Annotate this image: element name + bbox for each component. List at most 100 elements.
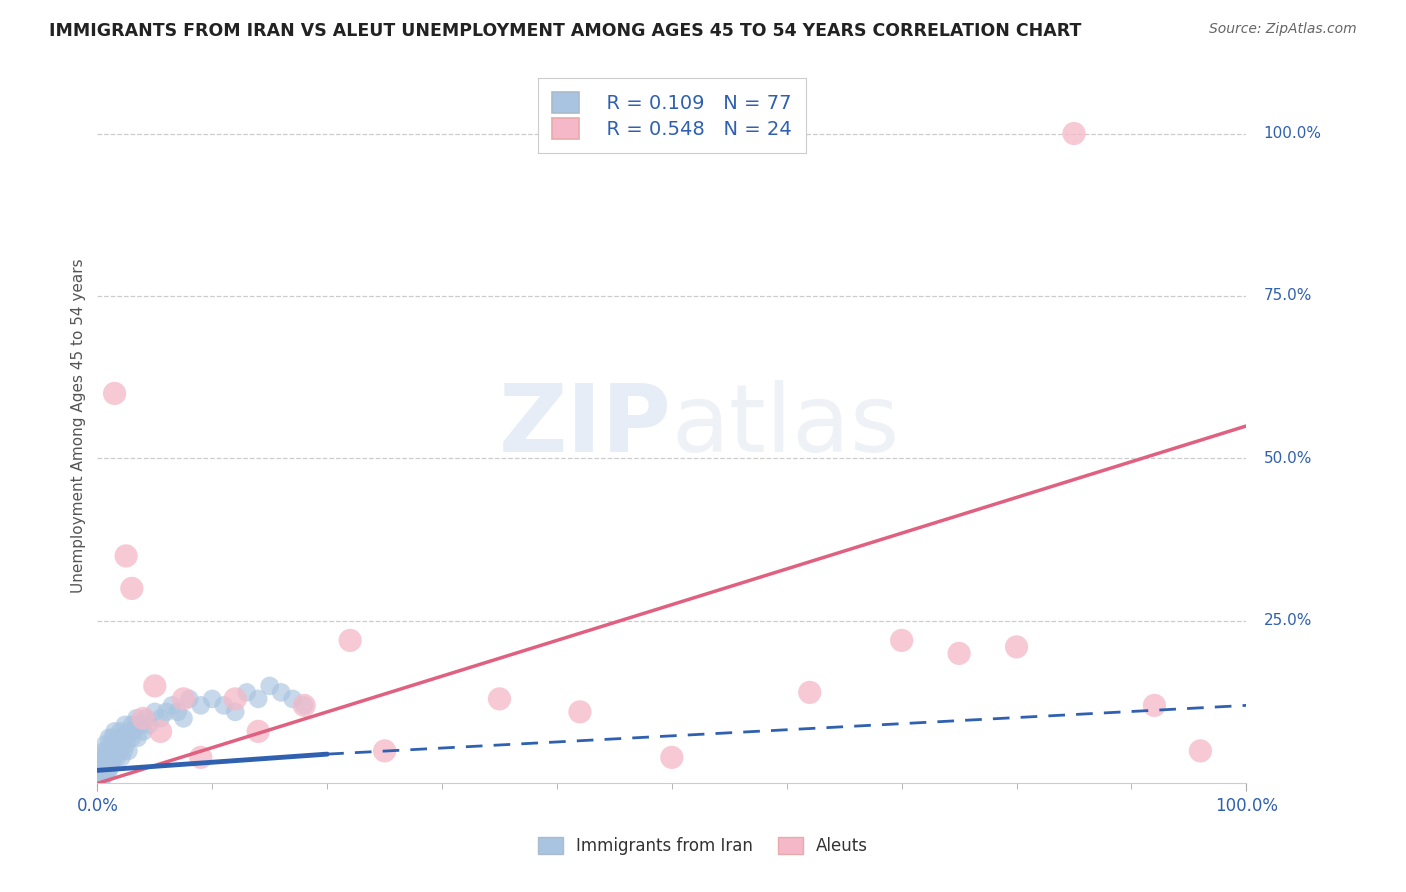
Point: [138, 718, 160, 732]
Point: [90, 764, 112, 778]
Point: [87, 770, 110, 784]
Point: [110, 724, 132, 739]
Point: [89, 770, 111, 784]
Point: [103, 750, 125, 764]
Point: [115, 737, 138, 751]
Point: [118, 724, 141, 739]
Point: [117, 744, 139, 758]
Point: [235, 685, 257, 699]
Text: 25.0%: 25.0%: [1264, 614, 1312, 628]
Point: [105, 750, 128, 764]
Point: [1143, 698, 1166, 713]
Point: [799, 685, 821, 699]
Point: [91, 750, 114, 764]
Point: [201, 692, 224, 706]
Point: [121, 582, 143, 596]
Point: [259, 679, 281, 693]
Point: [110, 737, 132, 751]
Point: [122, 724, 145, 739]
Point: [94, 764, 117, 778]
Point: [173, 711, 195, 725]
Text: ZIP: ZIP: [499, 380, 672, 472]
Text: 50.0%: 50.0%: [1264, 451, 1312, 466]
Text: 75.0%: 75.0%: [1264, 288, 1312, 303]
Point: [94, 737, 117, 751]
Point: [224, 705, 246, 719]
Point: [160, 698, 183, 713]
Point: [121, 731, 143, 745]
Point: [121, 718, 143, 732]
Point: [98, 744, 121, 758]
Point: [179, 692, 201, 706]
Point: [190, 750, 212, 764]
Point: [97, 764, 120, 778]
Point: [149, 711, 172, 725]
Point: [97, 756, 120, 771]
Text: 100.0%: 100.0%: [1264, 126, 1322, 141]
Point: [100, 744, 122, 758]
Point: [125, 711, 148, 725]
Point: [114, 718, 136, 732]
Point: [97, 764, 120, 778]
Point: [374, 744, 396, 758]
Point: [128, 718, 150, 732]
Point: [89, 756, 111, 771]
Point: [96, 756, 118, 771]
Point: [270, 685, 292, 699]
Legend: Immigrants from Iran, Aleuts: Immigrants from Iran, Aleuts: [531, 830, 875, 862]
Point: [224, 692, 246, 706]
Point: [488, 692, 510, 706]
Point: [247, 692, 270, 706]
Point: [100, 756, 122, 771]
Point: [166, 705, 188, 719]
Point: [104, 737, 127, 751]
Point: [93, 744, 115, 758]
Point: [112, 744, 135, 758]
Point: [212, 698, 235, 713]
Point: [101, 750, 124, 764]
Point: [89, 770, 111, 784]
Point: [1005, 640, 1028, 654]
Point: [1063, 127, 1085, 141]
Text: atlas: atlas: [672, 380, 900, 472]
Point: [173, 692, 195, 706]
Point: [143, 679, 166, 693]
Point: [94, 750, 117, 764]
Text: IMMIGRANTS FROM IRAN VS ALEUT UNEMPLOYMENT AMONG AGES 45 TO 54 YEARS CORRELATION: IMMIGRANTS FROM IRAN VS ALEUT UNEMPLOYME…: [49, 22, 1081, 40]
Point: [149, 724, 172, 739]
Point: [890, 633, 912, 648]
Point: [97, 731, 120, 745]
Point: [127, 731, 149, 745]
Point: [103, 386, 125, 401]
Point: [110, 750, 132, 764]
Point: [101, 731, 124, 745]
Point: [96, 744, 118, 758]
Point: [103, 744, 125, 758]
Point: [108, 744, 131, 758]
Point: [111, 731, 134, 745]
Text: Source: ZipAtlas.com: Source: ZipAtlas.com: [1209, 22, 1357, 37]
Point: [247, 724, 270, 739]
Point: [87, 764, 110, 778]
Point: [190, 698, 212, 713]
Point: [90, 764, 112, 778]
Point: [93, 756, 115, 771]
Point: [143, 705, 166, 719]
Point: [103, 724, 125, 739]
Point: [292, 698, 315, 713]
Y-axis label: Unemployment Among Ages 45 to 54 years: Unemployment Among Ages 45 to 54 years: [72, 259, 86, 593]
Point: [93, 764, 115, 778]
Point: [339, 633, 361, 648]
Point: [98, 750, 121, 764]
Point: [97, 750, 120, 764]
Point: [94, 756, 117, 771]
Legend:   R = 0.109   N = 77,   R = 0.548   N = 24: R = 0.109 N = 77, R = 0.548 N = 24: [538, 78, 806, 153]
Point: [115, 731, 138, 745]
Point: [948, 647, 970, 661]
Point: [91, 756, 114, 771]
Point: [96, 764, 118, 778]
Point: [107, 731, 129, 745]
Point: [292, 698, 315, 713]
Point: [155, 705, 177, 719]
Point: [281, 692, 304, 706]
